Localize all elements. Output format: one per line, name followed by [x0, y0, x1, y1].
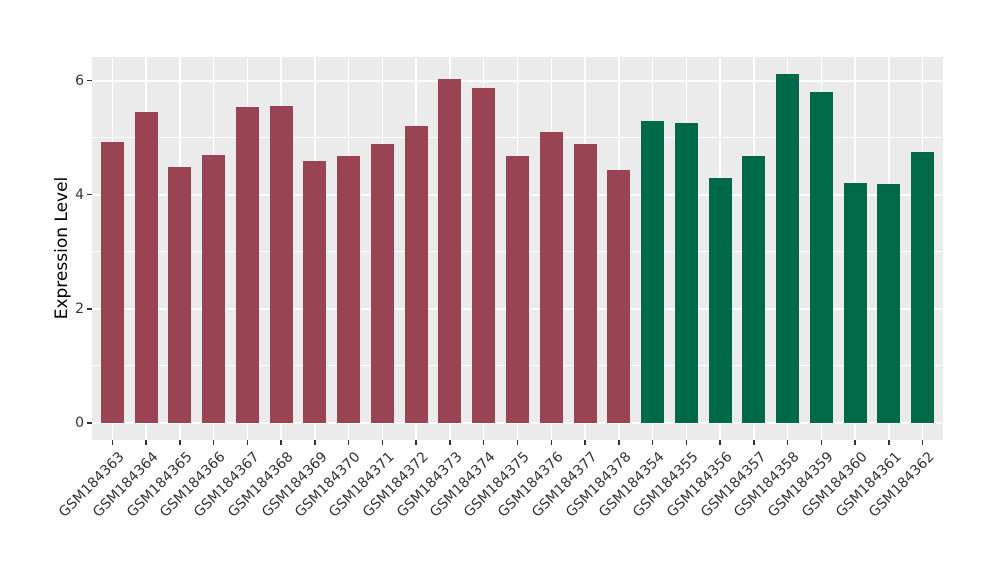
bar-GSM184360	[843, 183, 867, 423]
bar-GSM184377	[573, 144, 597, 423]
bar-GSM184371	[370, 144, 394, 423]
x-tick-mark	[280, 440, 282, 445]
bar-GSM184355	[674, 123, 698, 423]
y-tick-label-6: 6	[75, 72, 84, 89]
x-tick-mark	[516, 440, 519, 445]
bar-GSM184365	[168, 166, 192, 423]
y-tick-label-0: 0	[75, 415, 84, 431]
bar-GSM184378	[607, 170, 631, 423]
x-tick-mark	[888, 440, 890, 445]
x-tick-mark	[145, 440, 147, 445]
bar-GSM184369	[303, 161, 327, 423]
bar-GSM184363	[100, 142, 124, 423]
y-tick-mark	[87, 79, 92, 82]
x-tick-mark	[820, 440, 823, 445]
bar-GSM184357	[742, 155, 766, 423]
gridline-minor	[92, 137, 943, 139]
bar-GSM184374	[472, 87, 496, 423]
x-tick-mark	[584, 440, 586, 445]
x-tick-mark	[111, 440, 113, 445]
bar-GSM184375	[506, 155, 529, 423]
x-tick-mark	[415, 440, 417, 445]
x-tick-mark	[212, 440, 215, 445]
bar-GSM184366	[202, 155, 226, 423]
bar-GSM184362	[911, 152, 935, 423]
bar-GSM184376	[539, 131, 563, 423]
x-tick-mark	[179, 440, 181, 445]
x-tick-mark	[347, 440, 350, 445]
x-tick-mark	[651, 440, 654, 445]
bar-GSM184373	[438, 79, 462, 423]
y-tick-mark	[87, 308, 92, 310]
x-tick-mark	[314, 440, 316, 445]
bar-GSM184358	[776, 73, 800, 423]
gridline-major	[92, 422, 943, 424]
bar-GSM184364	[134, 112, 158, 423]
x-tick-mark	[854, 440, 856, 445]
bar-GSM184372	[404, 126, 428, 423]
x-tick-mark	[550, 440, 553, 445]
gridline-major	[92, 79, 943, 82]
bar-GSM184359	[809, 91, 833, 423]
x-tick-mark	[685, 440, 688, 445]
x-tick-mark	[618, 440, 620, 445]
bar-GSM184367	[235, 107, 259, 423]
bar-GSM184368	[269, 106, 293, 423]
y-tick-label-2: 2	[75, 300, 84, 317]
bar-GSM184361	[877, 184, 901, 423]
y-tick-mark	[87, 193, 92, 196]
x-tick-mark	[246, 440, 249, 445]
bar-GSM184370	[337, 156, 361, 423]
x-tick-mark	[786, 440, 789, 445]
y-axis-title-text: Expression Level	[52, 176, 72, 320]
bar-GSM184354	[641, 121, 665, 423]
x-tick-mark	[449, 440, 451, 445]
plot-panel	[92, 57, 943, 440]
y-tick-mark	[87, 422, 92, 424]
x-tick-mark	[381, 440, 384, 445]
bar-GSM184356	[708, 177, 732, 423]
x-tick-mark	[921, 440, 924, 445]
x-tick-mark	[753, 440, 755, 445]
x-tick-mark	[482, 440, 485, 445]
x-tick-mark	[719, 440, 721, 445]
y-tick-label-4: 4	[75, 186, 84, 203]
